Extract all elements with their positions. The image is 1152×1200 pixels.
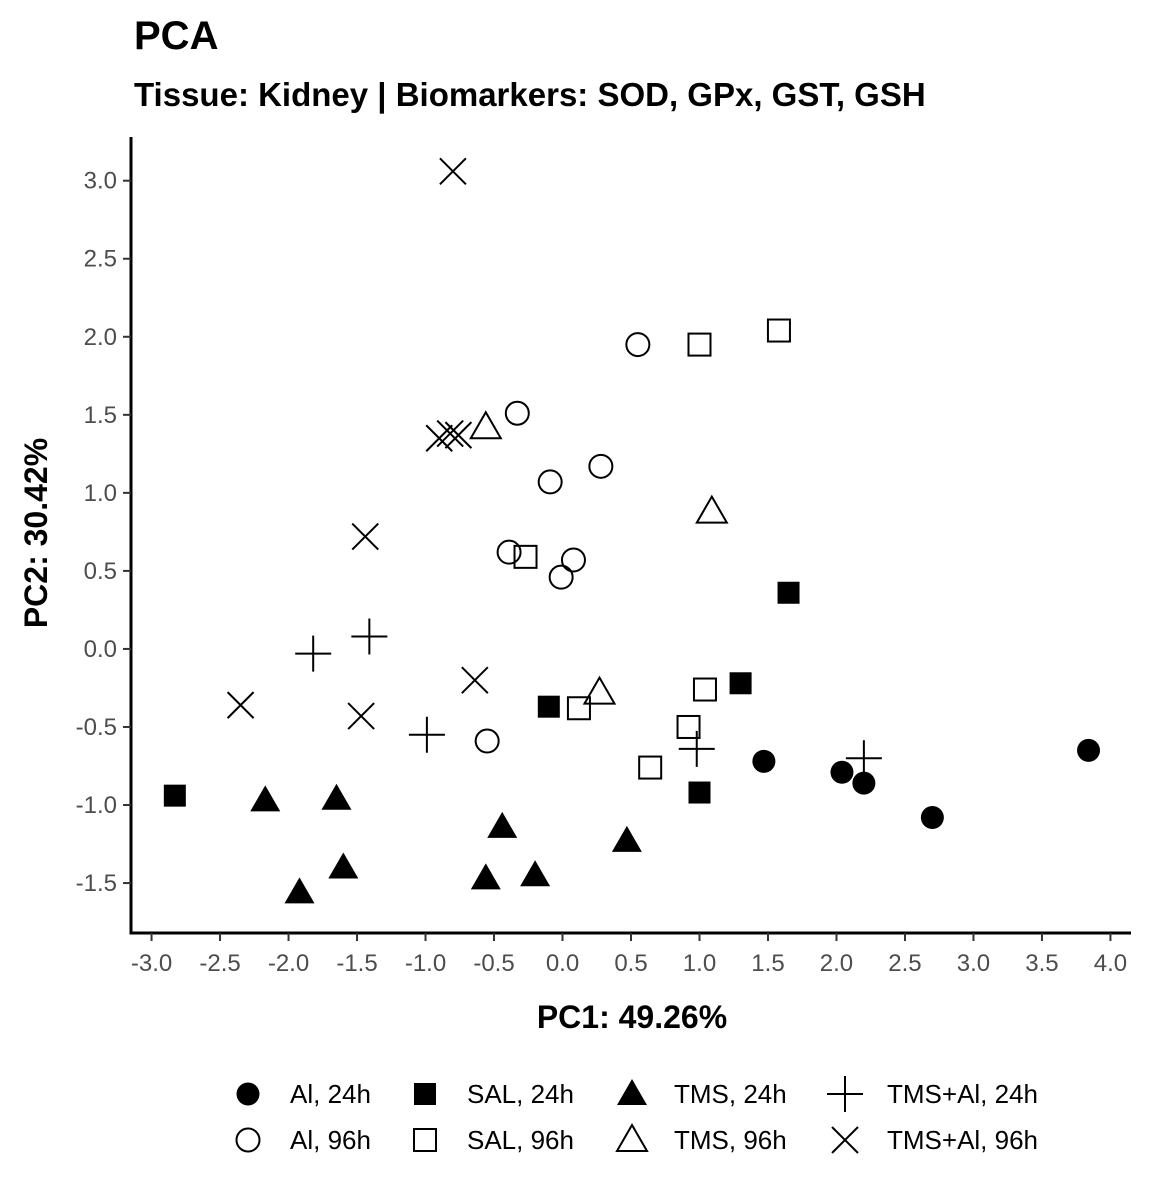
data-point bbox=[688, 781, 711, 804]
data-point bbox=[611, 825, 642, 852]
x-tick-label: 3.0 bbox=[957, 950, 990, 977]
y-tick-label: 1.0 bbox=[84, 480, 117, 507]
data-point bbox=[470, 863, 501, 890]
data-point bbox=[439, 157, 467, 186]
x-tick-label: -1.5 bbox=[336, 950, 377, 977]
x-axis-title: PC1: 49.26% bbox=[537, 999, 727, 1035]
x-tick-label: -2.5 bbox=[199, 950, 240, 977]
data-point bbox=[1077, 738, 1101, 762]
data-point bbox=[566, 696, 591, 721]
data-point bbox=[487, 811, 518, 838]
data-point bbox=[560, 547, 586, 573]
data-point bbox=[351, 618, 388, 655]
y-tick-label: -1.5 bbox=[76, 870, 117, 897]
y-tick-label: -1.0 bbox=[76, 792, 117, 819]
data-point bbox=[830, 760, 854, 784]
chart-subtitle: Tissue: Kidney | Biomarkers: SOD, GPx, G… bbox=[134, 76, 926, 113]
x-tick-label: 2.5 bbox=[888, 950, 921, 977]
data-point bbox=[284, 877, 315, 904]
data-point bbox=[588, 453, 614, 479]
data-point bbox=[436, 419, 464, 448]
legend-label: Al, 24h bbox=[290, 1079, 371, 1109]
legend-key bbox=[235, 1127, 261, 1153]
x-tick-label: 0.5 bbox=[614, 950, 647, 977]
data-point bbox=[537, 469, 563, 495]
y-tick-label: -0.5 bbox=[76, 714, 117, 741]
data-point bbox=[250, 785, 281, 812]
data-point bbox=[504, 400, 530, 426]
legend-key bbox=[617, 1079, 647, 1105]
data-point bbox=[408, 716, 445, 753]
data-point bbox=[163, 784, 186, 807]
x-tick-label: 4.0 bbox=[1094, 950, 1127, 977]
data-point bbox=[777, 581, 800, 604]
data-point bbox=[548, 564, 574, 590]
x-tick-label: -2.0 bbox=[268, 950, 309, 977]
legend: Al, 24h Al, 96h SAL, 24h SAL, 96h TMS, 24h TM… bbox=[235, 1076, 1038, 1155]
y-tick-label: 3.0 bbox=[84, 168, 117, 195]
legend-label: TMS+Al, 24h bbox=[887, 1079, 1038, 1109]
data-point bbox=[328, 852, 359, 879]
data-point bbox=[226, 691, 255, 719]
legend-key bbox=[414, 1083, 436, 1105]
data-point bbox=[513, 544, 538, 569]
axes: -3.0 -2.5 -2.0 -1.5 -1.0 -0.5 0.0 0.5 1.0 1.5 2.0 2… bbox=[76, 137, 1131, 977]
legend-label: Al, 96h bbox=[290, 1125, 371, 1155]
data-point bbox=[425, 424, 453, 452]
data-point bbox=[474, 728, 500, 754]
data-point bbox=[638, 755, 663, 780]
legend-label: SAL, 24h bbox=[467, 1079, 574, 1109]
legend-key bbox=[831, 1126, 859, 1154]
data-point bbox=[920, 806, 944, 830]
data-point bbox=[582, 675, 617, 705]
data-point bbox=[852, 771, 876, 795]
legend-key bbox=[413, 1128, 437, 1152]
data-point bbox=[520, 860, 551, 887]
x-tick-label: -0.5 bbox=[473, 950, 514, 977]
data-point bbox=[347, 702, 375, 730]
x-tick-label: 3.5 bbox=[1025, 950, 1058, 977]
legend-key bbox=[615, 1122, 649, 1152]
legend-label: TMS, 96h bbox=[674, 1125, 787, 1155]
legend-label: TMS, 24h bbox=[674, 1079, 787, 1109]
data-point bbox=[351, 522, 379, 551]
data-point bbox=[687, 332, 712, 357]
y-tick-label: 0.0 bbox=[84, 636, 117, 663]
data-point bbox=[625, 332, 651, 358]
legend-label: TMS+Al, 96h bbox=[887, 1125, 1038, 1155]
x-tick-label: 0.0 bbox=[546, 950, 579, 977]
data-point bbox=[295, 635, 332, 672]
data-point bbox=[729, 672, 752, 695]
y-tick-label: 2.5 bbox=[84, 246, 117, 273]
data-point bbox=[496, 539, 522, 565]
x-tick-label: 1.5 bbox=[751, 950, 784, 977]
data-point bbox=[676, 714, 701, 739]
x-tick-label: -3.0 bbox=[131, 950, 172, 977]
data-point bbox=[678, 730, 715, 767]
legend-key bbox=[236, 1082, 260, 1106]
data-point bbox=[692, 677, 717, 702]
x-tick-label: -1.0 bbox=[405, 950, 446, 977]
y-tick-label: 0.5 bbox=[84, 558, 117, 585]
legend-key bbox=[827, 1076, 863, 1112]
data-points bbox=[163, 157, 1101, 904]
data-point bbox=[444, 421, 473, 449]
data-point bbox=[469, 410, 503, 440]
data-point bbox=[752, 749, 776, 773]
legend-label: SAL, 96h bbox=[467, 1125, 574, 1155]
y-tick-label: 1.5 bbox=[84, 402, 117, 429]
x-tick-label: 2.0 bbox=[820, 950, 853, 977]
chart-title: PCA bbox=[134, 14, 219, 58]
y-axis-title: PC2: 30.42% bbox=[18, 438, 54, 628]
data-point bbox=[695, 494, 729, 524]
data-point bbox=[537, 695, 560, 718]
data-point bbox=[461, 666, 489, 694]
data-point bbox=[321, 783, 352, 810]
data-point bbox=[766, 318, 791, 343]
data-point bbox=[845, 740, 882, 777]
y-tick-label: 2.0 bbox=[84, 324, 117, 351]
x-tick-label: 1.0 bbox=[683, 950, 716, 977]
